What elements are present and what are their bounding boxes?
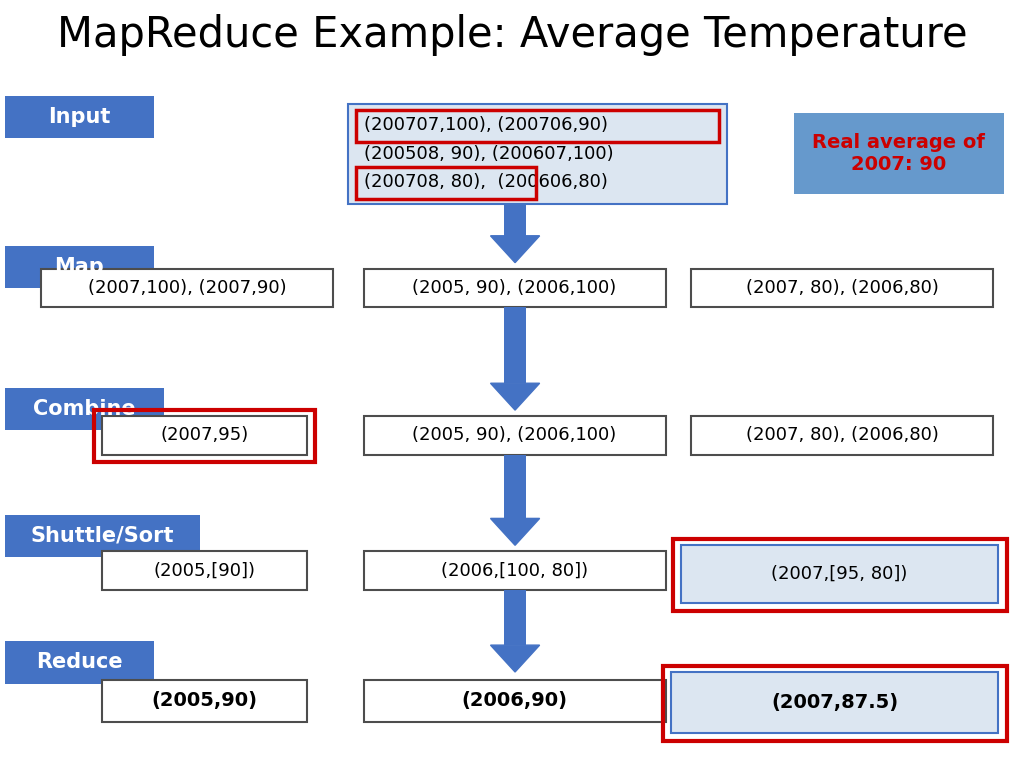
Text: (2007,100), (2007,90): (2007,100), (2007,90) (88, 279, 286, 297)
Bar (691, 416, 993, 455)
Bar (663, 666, 1007, 741)
Bar (102, 680, 307, 722)
Text: Shuttle/Sort: Shuttle/Sort (31, 525, 174, 546)
Bar (356, 167, 536, 199)
Text: (2005, 90), (2006,100): (2005, 90), (2006,100) (413, 279, 616, 297)
Text: (2005,90): (2005,90) (152, 691, 258, 710)
Text: (2005, 90), (2006,100): (2005, 90), (2006,100) (413, 426, 616, 445)
Bar (671, 672, 998, 733)
Bar (102, 551, 307, 590)
Bar (5, 388, 164, 430)
Text: Map: Map (54, 257, 104, 277)
Bar (94, 410, 315, 462)
Text: (2007, 80), (2006,80): (2007, 80), (2006,80) (745, 279, 939, 297)
Text: Combine: Combine (33, 399, 136, 419)
Text: (200708, 80),  (200606,80): (200708, 80), (200606,80) (364, 173, 607, 191)
Text: (2006,[100, 80]): (2006,[100, 80]) (441, 561, 588, 580)
Text: (200508, 90), (200607,100): (200508, 90), (200607,100) (364, 144, 613, 163)
Text: Reduce: Reduce (36, 652, 123, 673)
Bar (41, 269, 333, 307)
Polygon shape (490, 518, 540, 545)
Polygon shape (490, 236, 540, 263)
Bar (364, 269, 666, 307)
Bar (504, 455, 526, 518)
Polygon shape (490, 645, 540, 672)
Text: (2007,87.5): (2007,87.5) (771, 694, 898, 712)
Bar (504, 204, 526, 236)
Polygon shape (490, 383, 540, 410)
Text: (2007,95): (2007,95) (161, 426, 249, 445)
Text: (2007,[95, 80]): (2007,[95, 80]) (771, 565, 908, 583)
Bar (673, 539, 1007, 611)
Bar (364, 680, 666, 722)
Text: (200707,100), (200706,90): (200707,100), (200706,90) (364, 116, 607, 134)
Text: Input: Input (48, 107, 111, 127)
Bar (356, 110, 719, 142)
Bar (364, 551, 666, 590)
Bar (5, 641, 154, 684)
Text: (2005,[90]): (2005,[90]) (154, 561, 256, 580)
Bar (102, 416, 307, 455)
Bar (5, 515, 200, 557)
Text: MapReduce Example: Average Temperature: MapReduce Example: Average Temperature (56, 14, 968, 55)
Bar (5, 96, 154, 138)
Text: (2007, 80), (2006,80): (2007, 80), (2006,80) (745, 426, 939, 445)
Bar (5, 246, 154, 288)
Text: (2006,90): (2006,90) (462, 691, 567, 710)
Bar (348, 104, 727, 204)
Bar (504, 590, 526, 645)
Text: Real average of
2007: 90: Real average of 2007: 90 (812, 133, 985, 174)
Bar (691, 269, 993, 307)
Bar (681, 545, 998, 603)
Bar (794, 113, 1004, 194)
Bar (364, 416, 666, 455)
Bar (504, 307, 526, 383)
